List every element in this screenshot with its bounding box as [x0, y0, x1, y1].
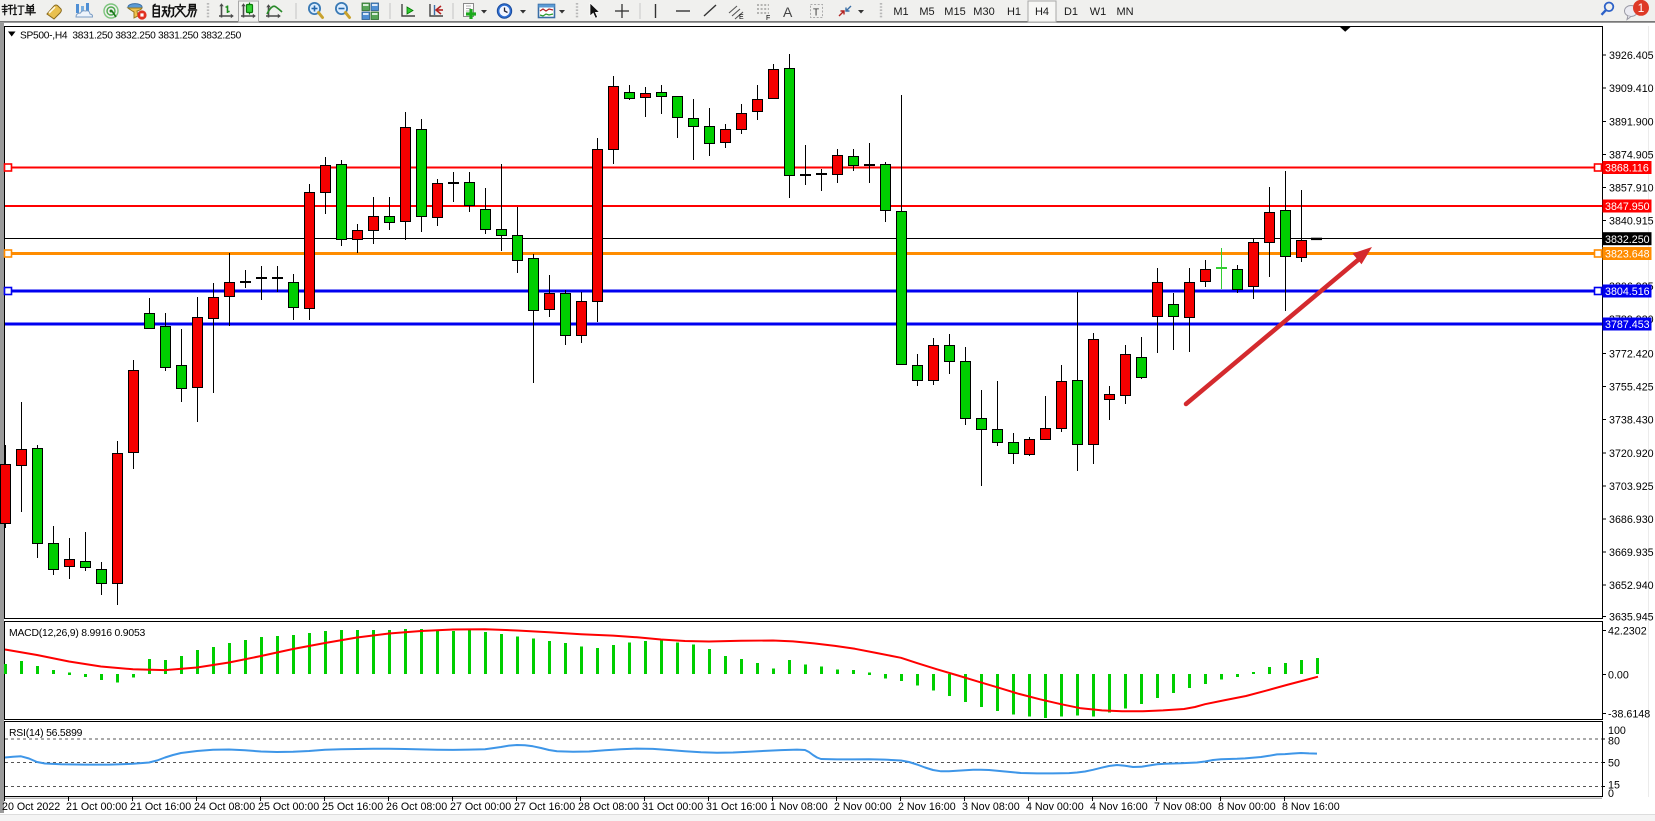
svg-text:3720.920: 3720.920	[1609, 448, 1654, 460]
svg-text:20 Oct 2022: 20 Oct 2022	[2, 801, 60, 813]
svg-text:3926.405: 3926.405	[1609, 50, 1654, 62]
svg-text:42.2302: 42.2302	[1608, 626, 1647, 638]
svg-text:F: F	[766, 15, 770, 22]
svg-text:3874.905: 3874.905	[1609, 150, 1654, 162]
svg-text:3 Nov 08:00: 3 Nov 08:00	[962, 801, 1020, 813]
svg-text:D1: D1	[1064, 6, 1078, 18]
svg-text:15: 15	[1608, 780, 1620, 792]
svg-text:27 Oct 00:00: 27 Oct 00:00	[450, 801, 511, 813]
svg-text:25 Oct 00:00: 25 Oct 00:00	[258, 801, 319, 813]
svg-text:21 Oct 16:00: 21 Oct 16:00	[130, 801, 191, 813]
svg-text:3787.453: 3787.453	[1605, 319, 1650, 331]
svg-text:3738.430: 3738.430	[1609, 415, 1654, 427]
svg-text:3832.250: 3832.250	[1605, 234, 1650, 246]
svg-text:H4: H4	[1035, 6, 1049, 18]
svg-text:24 Oct 08:00: 24 Oct 08:00	[194, 801, 255, 813]
svg-text:7 Nov 08:00: 7 Nov 08:00	[1154, 801, 1212, 813]
svg-text:3772.420: 3772.420	[1609, 349, 1654, 361]
svg-text:8 Nov 00:00: 8 Nov 00:00	[1218, 801, 1276, 813]
svg-text:-38.6148: -38.6148	[1608, 709, 1650, 721]
svg-text:0.00: 0.00	[1608, 670, 1629, 682]
svg-text:RSI(14) 56.5899: RSI(14) 56.5899	[9, 728, 83, 739]
svg-text:3857.910: 3857.910	[1609, 183, 1654, 195]
svg-text:H1: H1	[1007, 6, 1021, 18]
svg-text:3686.930: 3686.930	[1609, 514, 1654, 526]
svg-text:3703.925: 3703.925	[1609, 481, 1654, 493]
svg-text:1 Nov 08:00: 1 Nov 08:00	[770, 801, 828, 813]
svg-text:80: 80	[1608, 736, 1620, 748]
svg-text:3909.410: 3909.410	[1609, 83, 1654, 95]
svg-text:8 Nov 16:00: 8 Nov 16:00	[1282, 801, 1340, 813]
svg-text:3840.915: 3840.915	[1609, 216, 1654, 228]
svg-text:3891.900: 3891.900	[1609, 117, 1654, 129]
svg-text:0: 0	[1608, 788, 1614, 800]
svg-text:SP500-,H4 3831.250 3832.250 3: SP500-,H4 3831.250 3832.250 3831.250 383…	[20, 31, 242, 42]
svg-text:3804.516: 3804.516	[1605, 286, 1650, 298]
svg-text:M5: M5	[919, 6, 934, 18]
svg-text:4 Nov 16:00: 4 Nov 16:00	[1090, 801, 1148, 813]
svg-text:31 Oct 16:00: 31 Oct 16:00	[706, 801, 767, 813]
svg-text:28 Oct 08:00: 28 Oct 08:00	[578, 801, 639, 813]
svg-text:E: E	[739, 14, 744, 21]
svg-text:26 Oct 08:00: 26 Oct 08:00	[386, 801, 447, 813]
svg-text:3635.945: 3635.945	[1609, 612, 1654, 624]
svg-text:2 Nov 00:00: 2 Nov 00:00	[834, 801, 892, 813]
svg-text:31 Oct 00:00: 31 Oct 00:00	[642, 801, 703, 813]
svg-text:M30: M30	[973, 6, 994, 18]
svg-text:MACD(12,26,9) 8.9916 0.9053: MACD(12,26,9) 8.9916 0.9053	[9, 628, 146, 639]
svg-text:3755.425: 3755.425	[1609, 382, 1654, 394]
svg-text:M1: M1	[893, 6, 908, 18]
svg-text:3669.935: 3669.935	[1609, 547, 1654, 559]
svg-text:3868.116: 3868.116	[1605, 163, 1649, 175]
svg-text:MN: MN	[1116, 6, 1133, 18]
svg-text:25 Oct 16:00: 25 Oct 16:00	[322, 801, 383, 813]
svg-text:21 Oct 00:00: 21 Oct 00:00	[66, 801, 127, 813]
svg-text:100: 100	[1608, 725, 1626, 737]
svg-text:4 Nov 00:00: 4 Nov 00:00	[1026, 801, 1084, 813]
svg-text:M15: M15	[944, 6, 965, 18]
svg-text:2 Nov 16:00: 2 Nov 16:00	[898, 801, 956, 813]
svg-text:3847.950: 3847.950	[1605, 201, 1650, 213]
svg-text:3652.940: 3652.940	[1609, 580, 1654, 592]
svg-text:50: 50	[1608, 757, 1620, 769]
svg-text:3823.648: 3823.648	[1605, 249, 1650, 261]
svg-text:A: A	[783, 4, 793, 20]
svg-text:27 Oct 16:00: 27 Oct 16:00	[514, 801, 575, 813]
svg-text:1: 1	[1638, 1, 1645, 15]
svg-text:W1: W1	[1090, 6, 1107, 18]
svg-text:T: T	[813, 8, 819, 19]
